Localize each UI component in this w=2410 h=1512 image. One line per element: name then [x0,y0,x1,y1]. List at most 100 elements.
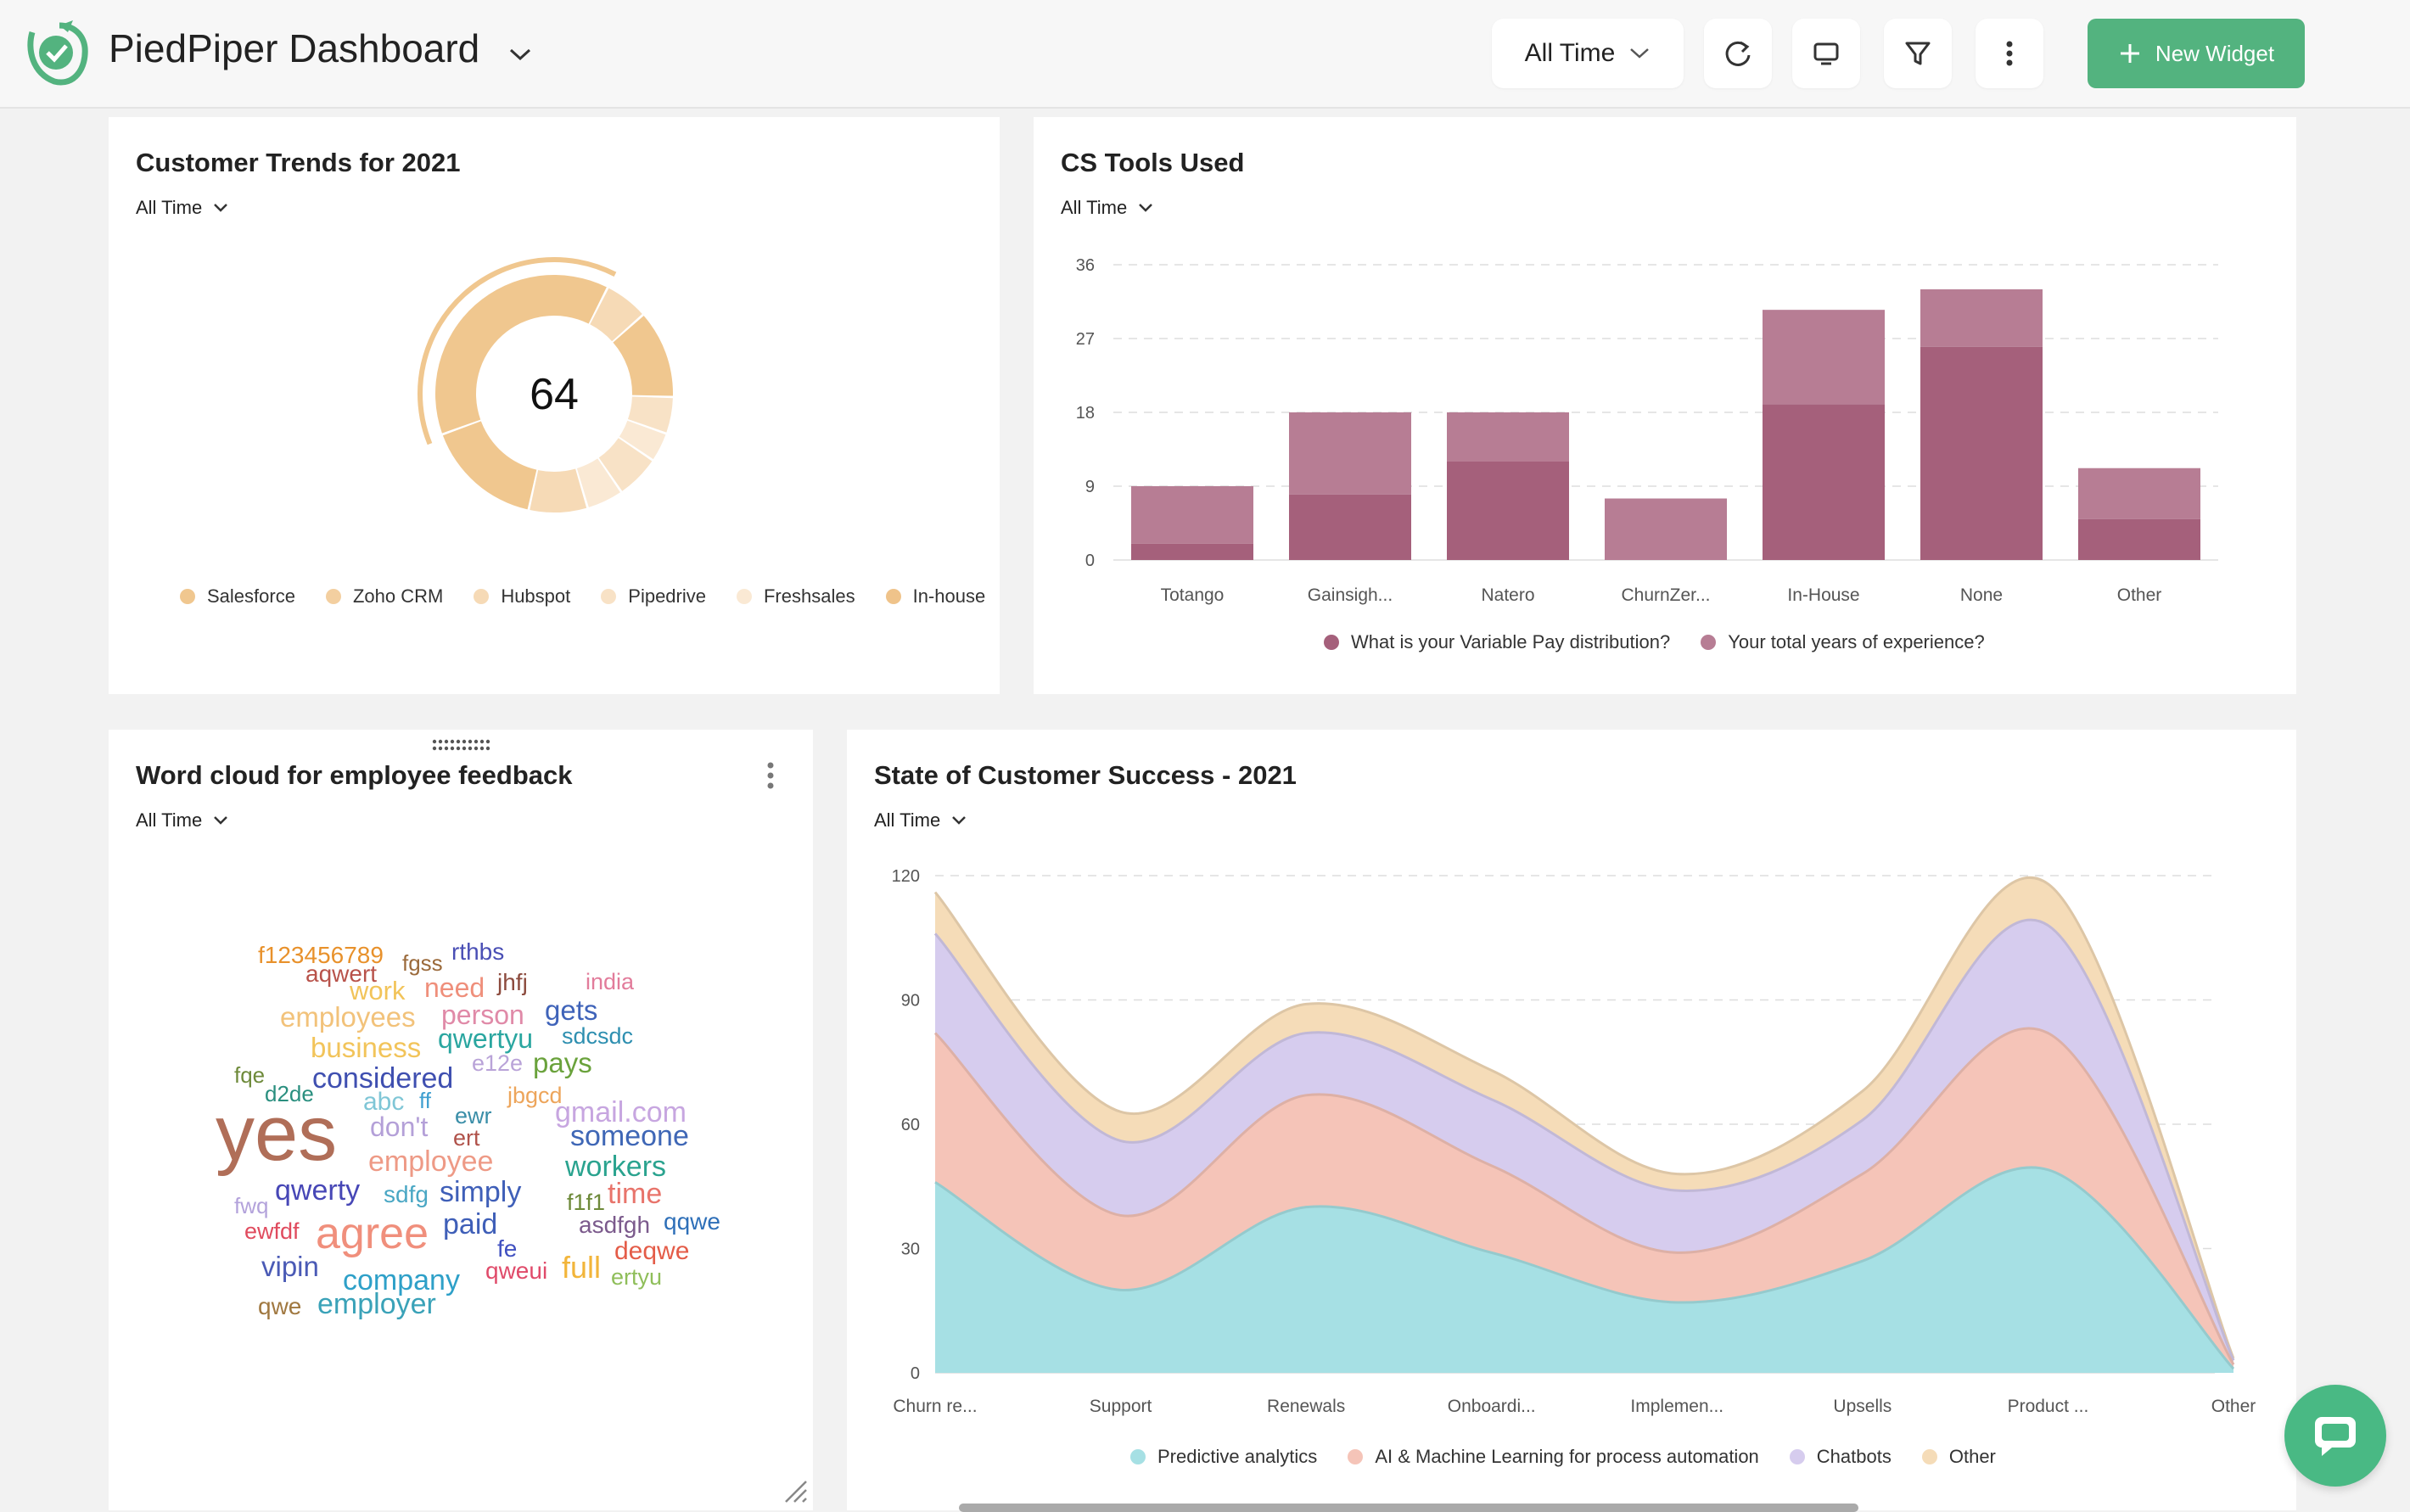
word-cloud-word[interactable]: qwerty [275,1174,361,1207]
word-cloud-word[interactable]: sdcsdc [562,1023,634,1049]
more-options-button[interactable] [1976,19,2043,88]
legend-item[interactable]: Other [1921,1446,1996,1468]
legend-item[interactable]: Pipedrive [601,585,706,608]
bar-segment[interactable] [1763,310,1885,405]
word-cloud-word[interactable]: fqe [234,1062,266,1088]
legend-item[interactable]: What is your Variable Pay distribution? [1324,631,1670,653]
area-series[interactable] [935,1167,2233,1373]
word-cloud-word[interactable]: ewr [455,1103,492,1128]
word-cloud-word[interactable]: fe [497,1235,518,1262]
word-cloud-word[interactable]: ff [419,1088,431,1113]
word-cloud-word[interactable]: gmail.com [555,1096,687,1128]
word-cloud-word[interactable]: qwertyu [438,1023,534,1054]
word-cloud-word[interactable]: aqwert [305,960,378,987]
bar-segment[interactable] [1920,346,2043,560]
word-cloud-word[interactable]: jhfj [497,969,528,995]
word-cloud-word[interactable]: qweui [485,1257,548,1284]
word-cloud-word[interactable]: simply [440,1176,522,1208]
donut-slice[interactable] [435,275,607,434]
word-cloud-word[interactable]: fgss [402,950,443,976]
bar-segment[interactable] [1447,412,1569,462]
donut-slice[interactable] [590,288,642,342]
card-time-filter[interactable]: All Time [136,197,229,219]
word-cloud-word[interactable]: business [311,1032,422,1063]
legend-item[interactable]: Predictive analytics [1130,1446,1317,1468]
word-cloud-word[interactable]: fwq [234,1193,269,1218]
word-cloud-word[interactable]: qqwe [664,1208,720,1235]
word-cloud-word[interactable]: india [586,969,635,994]
word-cloud-word[interactable]: full [562,1250,602,1285]
word-cloud-word[interactable]: need [424,972,485,1003]
donut-slice[interactable] [627,396,673,433]
legend-item[interactable]: Your total years of experience? [1701,631,1985,653]
refresh-button[interactable] [1704,19,1772,88]
donut-slice[interactable] [576,458,620,507]
donut-slice[interactable] [619,420,666,460]
word-cloud-word[interactable]: d2de [265,1081,314,1106]
legend-item[interactable]: Salesforce [180,585,295,608]
donut-slice[interactable] [613,316,673,396]
more-vertical-icon[interactable] [764,760,777,791]
card-time-filter[interactable]: All Time [136,809,229,832]
word-cloud-word[interactable]: qwe [258,1293,302,1319]
word-cloud-word[interactable]: workers [565,1151,667,1183]
word-cloud-word[interactable]: deqwe [614,1237,690,1265]
word-cloud-word[interactable]: time [608,1178,663,1210]
word-cloud-word[interactable]: agree [316,1209,429,1258]
bar-segment[interactable] [2078,468,2200,519]
legend-item[interactable]: AI & Machine Learning for process automa… [1348,1446,1759,1468]
bar-segment[interactable] [2078,518,2200,560]
time-filter-dropdown[interactable]: All Time [1492,19,1684,88]
resize-handle-icon[interactable] [781,1476,810,1505]
bar-segment[interactable] [1763,404,1885,560]
new-widget-button[interactable]: New Widget [2088,19,2305,88]
bar-segment[interactable] [1920,289,2043,347]
word-cloud-word[interactable]: pays [533,1047,592,1078]
word-cloud-word[interactable]: considered [312,1062,454,1095]
word-cloud-word[interactable]: ertyu [611,1264,663,1290]
word-cloud-word[interactable]: company [343,1264,460,1296]
word-cloud-word[interactable]: jbgcd [507,1083,563,1108]
bar-segment[interactable] [1447,462,1569,560]
word-cloud-word[interactable]: asdfgh [579,1212,651,1238]
horizontal-scrollbar[interactable] [959,1504,1858,1512]
word-cloud-word[interactable]: sdfg [384,1181,429,1207]
legend-item[interactable]: In-house [885,585,985,608]
bar-segment[interactable] [1289,412,1411,495]
present-button[interactable] [1792,19,1860,88]
legend-item[interactable]: Hubspot [474,585,570,608]
word-cloud-word[interactable]: f1f1 [567,1190,606,1215]
donut-slice[interactable] [598,438,653,491]
bar-segment[interactable] [1131,486,1253,544]
drag-handle-icon[interactable] [431,738,490,752]
word-cloud-word[interactable]: person [441,1000,524,1030]
word-cloud-word[interactable]: don't [370,1112,429,1142]
word-cloud-word[interactable]: employees [280,1001,416,1033]
word-cloud-word[interactable]: f123456789 [258,942,384,968]
word-cloud-word[interactable]: yes [216,1090,338,1177]
word-cloud-word[interactable]: gets [545,994,598,1026]
legend-item[interactable]: Zoho CRM [325,585,443,608]
card-time-filter[interactable]: All Time [874,809,967,832]
word-cloud-word[interactable]: ewfdf [244,1218,300,1244]
donut-slice[interactable] [442,421,537,510]
word-cloud-word[interactable]: someone [570,1120,689,1152]
card-time-filter[interactable]: All Time [1061,197,1154,219]
word-cloud-word[interactable]: work [350,976,406,1005]
word-cloud-word[interactable]: paid [443,1208,498,1240]
legend-item[interactable]: Freshsales [736,585,855,608]
donut-slice[interactable] [530,468,587,512]
legend-item[interactable]: Chatbots [1789,1446,1892,1468]
word-cloud-word[interactable]: employer [317,1288,436,1320]
word-cloud-word[interactable]: vipin [261,1251,319,1282]
word-cloud-word[interactable]: abc [363,1088,405,1116]
chevron-down-icon[interactable] [507,46,533,63]
bar-segment[interactable] [1605,498,1727,561]
chat-support-button[interactable] [2284,1385,2386,1487]
bar-segment[interactable] [1131,543,1253,560]
word-cloud-word[interactable]: employee [368,1145,494,1178]
filter-button[interactable] [1884,19,1952,88]
word-cloud-word[interactable]: rthbs [451,938,505,965]
bar-segment[interactable] [1289,494,1411,560]
word-cloud-word[interactable]: e12e [472,1050,524,1076]
